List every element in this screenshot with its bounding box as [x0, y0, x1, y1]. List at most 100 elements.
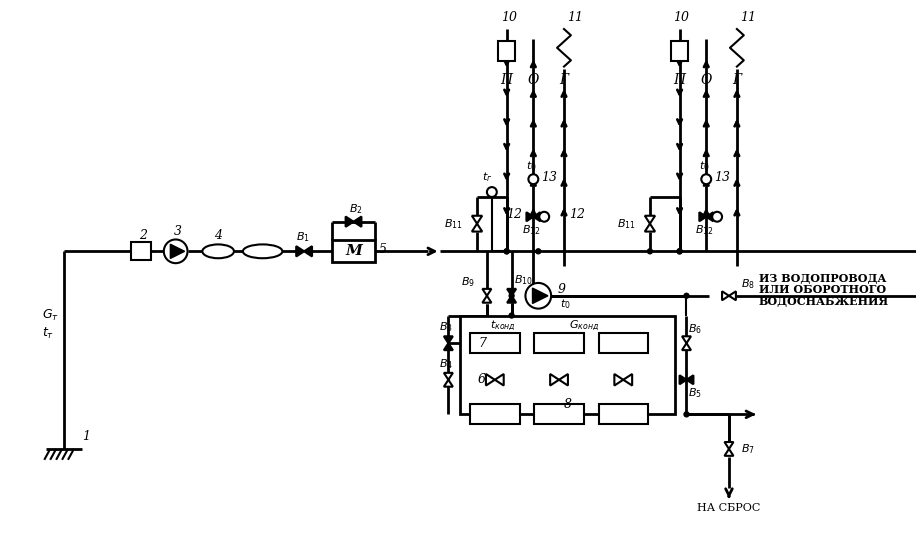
Text: 2: 2: [140, 229, 147, 242]
Text: 9: 9: [558, 284, 566, 296]
Text: $t_г$: $t_г$: [481, 170, 492, 184]
Polygon shape: [722, 291, 729, 300]
Circle shape: [536, 249, 541, 254]
Text: $t_0$: $t_0$: [699, 160, 710, 173]
Text: НА СБРОС: НА СБРОС: [698, 503, 760, 513]
Text: $B_9$: $B_9$: [461, 275, 475, 289]
Polygon shape: [507, 289, 517, 296]
Polygon shape: [645, 224, 655, 231]
Circle shape: [712, 212, 722, 222]
Polygon shape: [472, 224, 482, 231]
Bar: [599, 334, 648, 353]
Text: 8: 8: [564, 398, 571, 411]
Polygon shape: [495, 374, 504, 385]
Polygon shape: [550, 374, 559, 385]
Text: 10: 10: [501, 11, 517, 24]
Polygon shape: [346, 216, 354, 227]
Text: П: П: [501, 73, 513, 87]
Text: 13: 13: [714, 171, 730, 183]
Text: $B_{12}$: $B_{12}$: [695, 224, 713, 237]
Polygon shape: [304, 246, 312, 256]
Polygon shape: [486, 374, 495, 385]
Polygon shape: [679, 375, 687, 384]
Polygon shape: [614, 374, 624, 385]
Ellipse shape: [202, 245, 234, 258]
Polygon shape: [682, 343, 691, 350]
Text: 5: 5: [378, 243, 386, 256]
Text: П: П: [674, 73, 686, 87]
Circle shape: [701, 174, 711, 184]
Polygon shape: [699, 212, 706, 221]
Text: 12: 12: [506, 208, 523, 221]
Bar: [131, 242, 151, 260]
Circle shape: [487, 187, 497, 197]
Polygon shape: [482, 289, 492, 296]
Text: $t_0$: $t_0$: [560, 297, 571, 311]
Polygon shape: [354, 216, 361, 227]
Text: $B_{11}$: $B_{11}$: [617, 217, 636, 231]
Text: О: О: [700, 73, 711, 87]
Polygon shape: [559, 374, 568, 385]
Text: 1: 1: [82, 430, 90, 443]
Text: $t_0$: $t_0$: [526, 160, 537, 173]
Polygon shape: [170, 244, 185, 259]
Text: $B_1$: $B_1$: [297, 231, 310, 245]
Polygon shape: [729, 291, 736, 300]
Text: $B_2$: $B_2$: [348, 202, 362, 216]
Polygon shape: [624, 374, 632, 385]
Text: $B_{12}$: $B_{12}$: [522, 224, 541, 237]
Text: 10: 10: [674, 11, 689, 24]
Circle shape: [505, 249, 509, 254]
Text: $B_7$: $B_7$: [741, 442, 755, 456]
Text: 11: 11: [740, 11, 756, 24]
Polygon shape: [472, 216, 482, 224]
Polygon shape: [687, 375, 693, 384]
Circle shape: [648, 249, 652, 254]
Circle shape: [509, 294, 514, 298]
Text: $B_3$: $B_3$: [440, 320, 454, 334]
Bar: [470, 404, 519, 424]
Polygon shape: [682, 336, 691, 343]
Circle shape: [677, 249, 682, 254]
Bar: [599, 404, 648, 424]
Polygon shape: [507, 296, 517, 302]
Polygon shape: [444, 343, 453, 350]
Text: M: M: [345, 244, 362, 259]
Text: $B_8$: $B_8$: [741, 277, 755, 291]
Bar: [470, 334, 519, 353]
Circle shape: [509, 313, 514, 318]
Text: 4: 4: [214, 229, 222, 242]
Text: 7: 7: [478, 337, 486, 350]
Polygon shape: [482, 296, 492, 302]
Text: ВОДОСНАБЖЕНИЯ: ВОДОСНАБЖЕНИЯ: [759, 296, 889, 307]
Bar: [332, 240, 375, 262]
Text: ИЗ ВОДОПРОВОДА: ИЗ ВОДОПРОВОДА: [759, 272, 886, 284]
Text: 3: 3: [174, 225, 182, 238]
Text: $B_4$: $B_4$: [439, 357, 454, 371]
Bar: [498, 41, 515, 61]
Polygon shape: [527, 212, 533, 221]
Circle shape: [529, 174, 539, 184]
Text: 12: 12: [569, 208, 585, 221]
Bar: [534, 404, 584, 424]
Text: $B_{10}$: $B_{10}$: [514, 273, 532, 287]
Text: 11: 11: [567, 11, 583, 24]
Polygon shape: [724, 449, 734, 456]
Text: $B_6$: $B_6$: [688, 322, 702, 336]
Text: $t_{конд}$: $t_{конд}$: [490, 318, 516, 332]
Text: $B_{11}$: $B_{11}$: [444, 217, 463, 231]
Text: Г: Г: [559, 73, 568, 87]
Ellipse shape: [243, 245, 283, 258]
Polygon shape: [297, 246, 304, 256]
Circle shape: [526, 283, 551, 309]
Bar: [671, 41, 688, 61]
Polygon shape: [444, 373, 453, 380]
Text: $G_{конд}$: $G_{конд}$: [569, 318, 599, 332]
Polygon shape: [724, 442, 734, 449]
Text: О: О: [528, 73, 539, 87]
Circle shape: [164, 240, 188, 263]
Text: ИЛИ ОБОРОТНОГО: ИЛИ ОБОРОТНОГО: [759, 284, 886, 295]
Polygon shape: [706, 212, 713, 221]
Circle shape: [540, 212, 549, 222]
Bar: [534, 334, 584, 353]
